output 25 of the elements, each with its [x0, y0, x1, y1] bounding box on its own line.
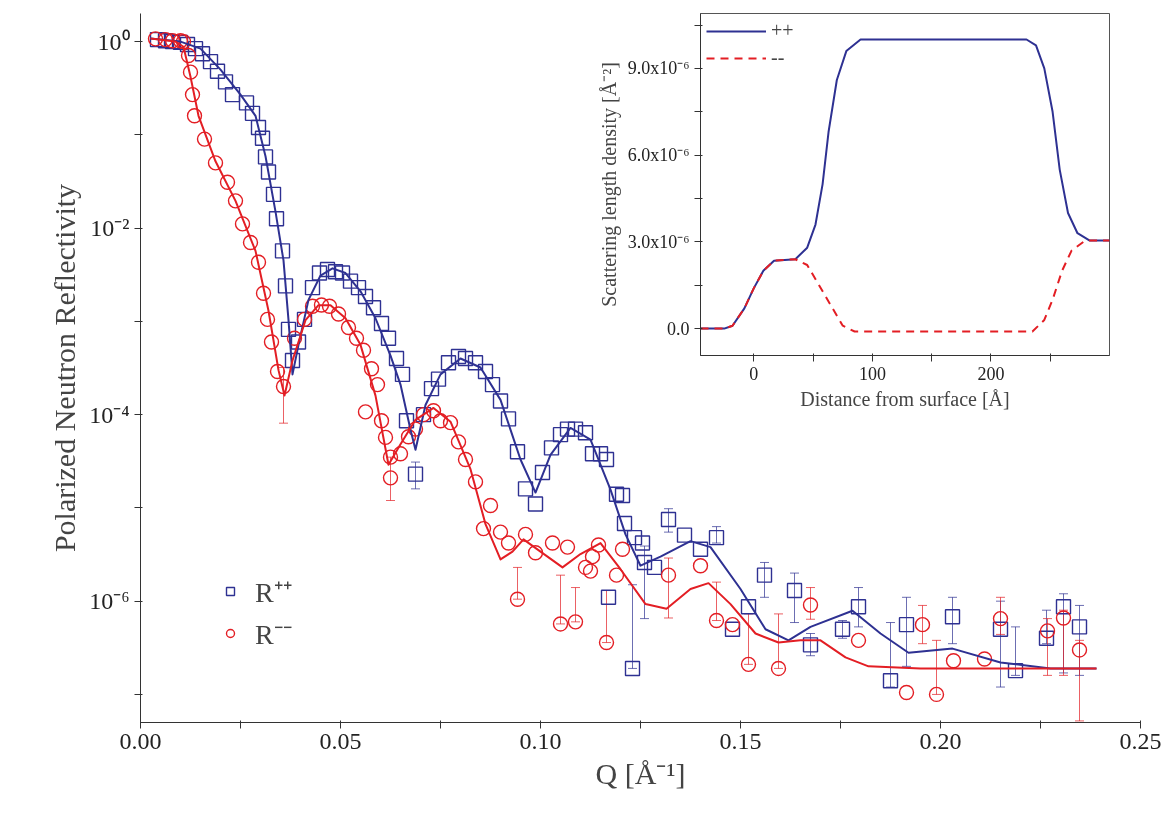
- y-tick-label: 10⁻⁴: [89, 401, 130, 428]
- y-tick-label: 10⁰: [97, 28, 130, 55]
- y-tick-label: 3.0x10⁻⁶: [627, 231, 690, 252]
- x-tick-label: 0.25: [1119, 727, 1162, 754]
- y-tick-label: 0.0: [667, 318, 690, 339]
- x-tick-label: 0.15: [719, 727, 762, 754]
- x-tick-label: 0.00: [119, 727, 162, 754]
- x-tick-label: 100: [858, 363, 886, 384]
- legend-label: --: [771, 46, 786, 69]
- y-tick-label: 10⁻⁶: [89, 588, 130, 615]
- x-tick-label: 0.20: [919, 727, 962, 754]
- y-tick-label: 6.0x10⁻⁶: [627, 145, 690, 166]
- legend-label: R⁻⁻: [255, 618, 292, 652]
- legend-label: ++: [771, 19, 794, 42]
- x-tick-label: 0.05: [319, 727, 362, 754]
- x-tick-label: 200: [977, 363, 1005, 384]
- x-axis-title: Distance from surface [Å]: [800, 387, 1010, 410]
- y-tick-label: 10⁻²: [90, 215, 130, 242]
- x-tick-label: 0.10: [519, 727, 562, 754]
- x-axis-title: Q [Å⁻¹]: [595, 756, 686, 790]
- y-tick-label: 9.0x10⁻⁶: [627, 58, 690, 79]
- legend-label: R⁺⁺: [255, 576, 292, 610]
- y-axis-title: Scattering length density [Å⁻²]: [597, 62, 621, 307]
- x-tick-label: 0: [749, 363, 759, 384]
- y-axis-title: Polarized Neutron Reflectivity: [48, 183, 82, 553]
